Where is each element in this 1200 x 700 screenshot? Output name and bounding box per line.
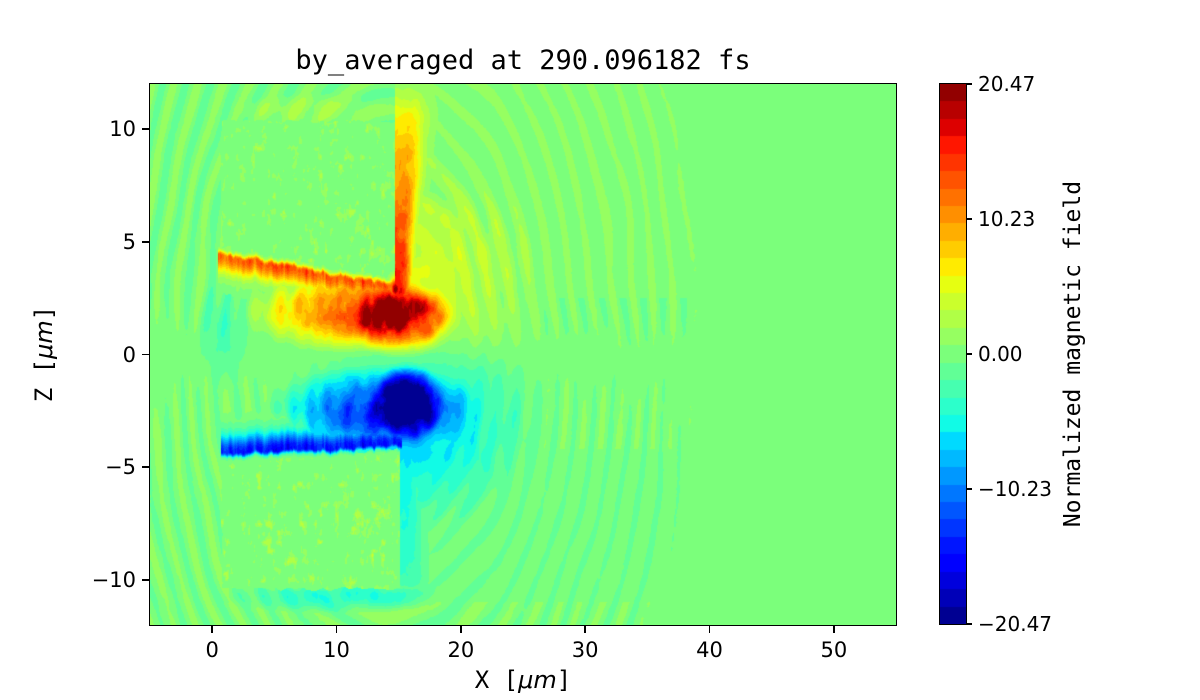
y-tick-mark (142, 466, 150, 468)
x-axis-label-unit: μm (518, 666, 557, 694)
y-tick-mark (142, 241, 150, 243)
y-tick-mark (142, 128, 150, 130)
x-axis-label: X [μm] (150, 666, 896, 694)
y-tick-label: 0 (122, 342, 136, 367)
colorbar-canvas (940, 84, 966, 624)
x-tick-label: 20 (447, 638, 475, 662)
x-tick-mark (584, 625, 586, 633)
y-axis-label-text: Z [ (30, 358, 58, 403)
y-tick-mark (142, 579, 150, 581)
colorbar-tick-mark (966, 488, 972, 490)
heatmap-canvas (150, 84, 896, 625)
colorbar-tick-label: 10.23 (978, 207, 1036, 232)
y-axis-label: Z [μm] (29, 204, 59, 504)
colorbar-tick-label: −10.23 (978, 476, 1053, 501)
x-tick-label: 30 (571, 638, 599, 662)
x-tick-label: 10 (323, 638, 350, 662)
y-tick-mark (142, 353, 150, 356)
x-tick-mark (211, 625, 213, 633)
colorbar-tick-mark (966, 623, 972, 625)
y-tick-label: −10 (91, 567, 136, 592)
colorbar-tick-mark (966, 218, 972, 220)
colorbar-tick-label: 0.00 (978, 342, 1023, 366)
x-axis-label-close: ] (556, 666, 572, 694)
colorbar-tick-mark (966, 83, 972, 85)
y-tick-label: −5 (105, 455, 136, 480)
y-tick-label: 10 (109, 117, 136, 142)
x-tick-label: 0 (205, 638, 219, 662)
x-tick-mark (833, 625, 835, 633)
y-tick-label: 5 (122, 229, 136, 254)
x-tick-label: 50 (820, 638, 848, 662)
colorbar-tick-label: −20.47 (978, 612, 1053, 636)
x-tick-mark (335, 625, 338, 633)
colorbar-tick-mark (966, 353, 972, 355)
colorbar-label: Normalized magnetic field (1060, 180, 1086, 528)
colorbar-tick-label: 20.47 (978, 72, 1036, 96)
x-tick-mark (460, 625, 462, 633)
x-tick-label: 40 (696, 638, 723, 662)
x-axis-label-text: X [ (474, 666, 519, 694)
y-axis-label-unit: μm (30, 320, 58, 359)
plot-title: by_averaged at 290.096182 fs (295, 45, 751, 76)
x-tick-mark (708, 625, 711, 633)
y-axis-label-close: ] (30, 305, 58, 321)
